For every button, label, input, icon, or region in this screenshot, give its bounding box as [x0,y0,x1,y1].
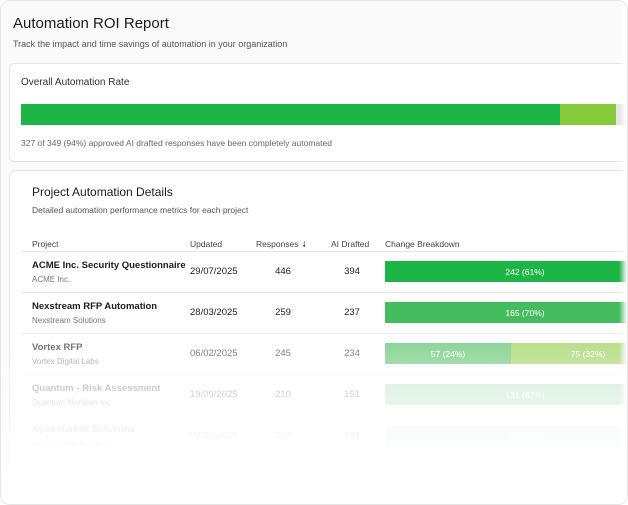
automation-rate-label: Overall Automation Rate [21,77,130,88]
ai-drafted-count: 237 [344,307,360,318]
table-row[interactable]: Apex Harbor Solutions Apex Harbor Solutio… [22,415,627,457]
project-client: Quantum Meridian Inc. [32,398,113,407]
project-name: Vortex RFP [32,342,83,353]
page-subtitle: Track the impact and time savings of aut… [13,39,288,49]
arrow-down-icon: 🠗 [302,240,306,249]
project-name: Nexstream RFP Automation [32,301,158,312]
responses-count: 245 [275,348,291,359]
automation-rate-card: Overall Automation Rate 327 of 349 (94%)… [9,63,627,162]
change-breakdown-bar: 98 (53%) [385,425,627,446]
project-client: Nexstream Solutions [32,316,106,325]
ai-drafted-count: 184 [344,430,360,441]
details-title: Project Automation Details [32,185,173,199]
updated-date: 06/02/2025 [190,348,238,359]
project-details-card: Project Automation Details Detailed auto… [9,170,627,504]
details-subtitle: Detailed automation performance metrics … [32,205,249,215]
ai-drafted-count: 234 [344,348,360,359]
project-name: Apex Harbor Solutions [32,424,135,435]
project-name: Quantum - Risk Assessment [32,383,161,394]
automation-rate-automated-segment [21,104,560,125]
breakdown-segment: 242 (61%) [385,261,627,282]
responses-count: 259 [275,307,291,318]
page-title: Automation ROI Report [13,15,169,32]
column-header-project[interactable]: Project [32,239,59,249]
project-client: Vortex Digital Labs [32,357,99,366]
breakdown-segment: 131 (87%) [385,384,627,405]
automation-rate-bar [21,104,627,125]
column-header-responses[interactable]: Responses 🠗 [256,239,306,253]
column-header-responses-label: Responses [256,239,299,249]
ai-drafted-count: 394 [344,266,360,277]
table-row[interactable]: Quantum - Risk Assessment Quantum Meridia… [22,374,627,416]
change-breakdown-bar: 131 (87%) [385,384,627,405]
breakdown-segment: 75 (32%) [511,343,627,364]
project-name: ACME Inc. Security Questionnaire [32,260,186,271]
breakdown-segment: 165 (70%) [385,302,627,323]
breakdown-segment: 98 (53%) [385,425,627,446]
ai-drafted-count: 151 [344,389,360,400]
responses-count: 446 [275,266,291,277]
table-row[interactable]: Vortex RFP Vortex Digital Labs 06/02/2025 2… [22,333,627,375]
responses-count: 208 [275,430,291,441]
change-breakdown-bar: 242 (61%) [385,261,627,282]
automation-rate-partial-segment [559,104,617,125]
automation-rate-summary: 327 of 349 (94%) approved AI drafted res… [21,138,332,148]
table-row[interactable]: Nexstream RFP Automation Nexstream Soluti… [22,292,627,334]
change-breakdown-bar: 57 (24%) 75 (32%) [385,343,627,364]
updated-date: 29/07/2025 [190,266,238,277]
project-client: ACME Inc. [32,275,71,284]
updated-date: 19/09/2025 [190,389,238,400]
column-header-updated[interactable]: Updated [190,239,223,249]
responses-count: 210 [275,389,291,400]
table-row[interactable]: ACME Inc. Security Questionnaire ACME Inc… [22,251,627,293]
column-header-ai-drafted[interactable]: AI Drafted [331,239,370,249]
column-header-breakdown[interactable]: Change Breakdown [385,239,460,249]
change-breakdown-bar: 165 (70%) [385,302,627,323]
updated-date: 09/10/2025 [190,430,238,441]
updated-date: 28/03/2025 [190,307,238,318]
project-client: Apex Harbor Solutions [32,439,113,448]
breakdown-segment: 57 (24%) [385,343,511,364]
